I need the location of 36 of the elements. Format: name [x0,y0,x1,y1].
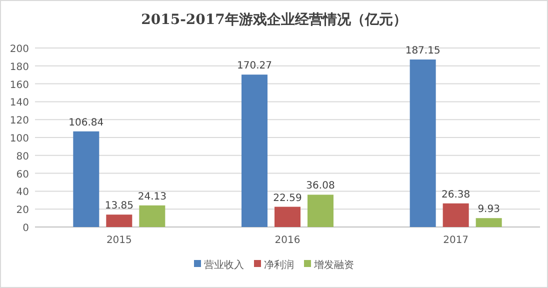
data-label: 36.08 [306,180,335,192]
y-tick-label: 80 [16,151,29,162]
bar [410,60,436,227]
y-tick-label: 180 [10,62,29,73]
bar [442,203,469,227]
bar [139,205,166,227]
y-tick-label: 60 [16,169,29,180]
bar [274,206,300,227]
data-label: 170.27 [237,60,272,72]
data-label: 26.38 [442,189,470,200]
x-tick-label: 2015 [106,235,132,246]
data-label: 13.85 [104,200,134,212]
bar [242,74,268,227]
y-tick-label: 120 [10,116,29,127]
y-tick-label: 20 [16,205,29,216]
y-tick-label: 100 [10,134,29,144]
y-tick-label: 160 [10,80,29,91]
y-tick-label: 200 [10,44,29,55]
legend-label: 营业收入 [204,259,244,271]
y-tick-label: 40 [16,187,29,198]
data-label: 106.84 [68,117,104,128]
data-label: 24.13 [138,191,166,202]
chart-title: 2015-2017年游戏企业经营情况（亿元） [141,12,407,28]
legend-label: 净利润 [264,259,294,271]
x-tick-label: 2016 [274,235,300,246]
data-label: 187.15 [405,46,440,56]
bar [73,131,100,227]
data-label: 22.59 [273,192,302,204]
data-label: 9.93 [478,204,500,216]
y-tick-label: 140 [10,98,29,109]
bar [476,218,502,227]
bar [308,194,334,227]
y-tick-label: 0 [22,223,29,234]
legend-label: 增发融资 [313,259,354,271]
bar [106,214,132,227]
x-tick-label: 2017 [443,235,469,246]
